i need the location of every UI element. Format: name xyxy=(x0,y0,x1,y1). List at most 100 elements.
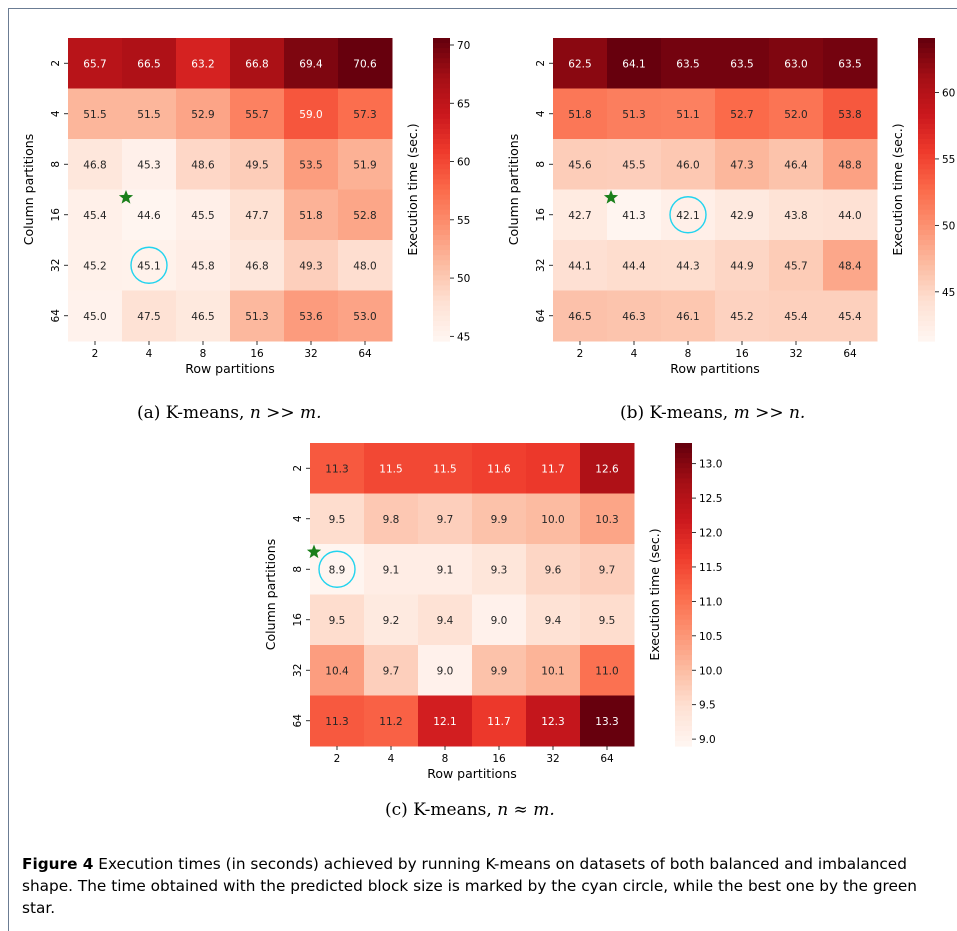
heatmap-cell xyxy=(338,38,393,89)
cell-value-label: 52.0 xyxy=(784,109,807,121)
colorbar-segment xyxy=(675,690,692,697)
colorbar-segment xyxy=(433,133,450,140)
cell-value-label: 44.6 xyxy=(137,210,161,222)
x-tick-label: 2 xyxy=(334,753,341,765)
colorbar-segment xyxy=(918,275,935,281)
colorbar-segment xyxy=(918,179,935,186)
colorbar-segment xyxy=(433,224,450,231)
colorbar-segment xyxy=(918,174,935,180)
heatmap-cell xyxy=(68,38,123,89)
colorbar-segment xyxy=(675,488,692,495)
cell-value-label: 45.6 xyxy=(568,159,592,171)
heatmap-cell xyxy=(176,189,231,241)
heatmap-cell xyxy=(418,645,473,696)
cell-value-label: 46.5 xyxy=(191,311,214,323)
y-tick-label: 32 xyxy=(50,259,62,272)
heatmap-cell xyxy=(472,443,527,494)
colorbar-segment xyxy=(675,584,692,591)
colorbar-segment xyxy=(433,300,450,307)
heatmap-cell xyxy=(769,189,824,241)
colorbar-segment xyxy=(918,83,935,90)
colorbar-segment xyxy=(433,255,450,261)
heatmap-cell xyxy=(364,443,419,494)
colorbar-segment xyxy=(433,83,450,90)
colorbar-segment xyxy=(433,48,450,54)
cell-value-label: 46.3 xyxy=(622,311,645,323)
colorbar-segment xyxy=(675,639,692,646)
colorbar-segment xyxy=(675,448,692,454)
cell-value-label: 9.6 xyxy=(545,564,562,576)
colorbar-segment xyxy=(433,270,450,276)
colorbar-segment xyxy=(918,270,935,276)
cell-value-label: 11.7 xyxy=(541,463,564,475)
heatmap-cell xyxy=(607,290,662,342)
cell-value-label: 63.5 xyxy=(676,58,699,70)
heatmap-cell xyxy=(364,493,419,545)
heatmap-cell xyxy=(284,88,339,140)
colorbar-segment xyxy=(918,108,935,115)
colorbar-segment xyxy=(918,159,935,165)
cell-value-label: 9.7 xyxy=(437,514,454,526)
x-tick-label: 2 xyxy=(92,348,99,360)
colorbar-segment xyxy=(433,250,450,256)
colorbar-segment xyxy=(675,665,692,671)
heatmap-cell xyxy=(284,240,339,291)
cell-value-label: 47.7 xyxy=(245,210,268,222)
cell-value-label: 45.1 xyxy=(137,260,160,272)
cell-value-label: 9.0 xyxy=(437,665,454,677)
colorbar-segment xyxy=(675,730,692,737)
colorbar-segment xyxy=(918,315,935,322)
colorbar-segment xyxy=(675,559,692,565)
colorbar-segment xyxy=(675,705,692,712)
cell-value-label: 45.2 xyxy=(83,260,106,272)
colorbar-segment xyxy=(675,700,692,707)
heatmap-cell xyxy=(553,240,608,291)
cell-value-label: 45.8 xyxy=(191,260,214,272)
cell-value-label: 44.3 xyxy=(676,260,699,272)
y-tick-label: 16 xyxy=(292,613,304,627)
heatmap-cell xyxy=(580,443,635,494)
colorbar-segment xyxy=(433,194,450,201)
cell-value-label: 8.9 xyxy=(329,564,346,576)
x-tick-label: 2 xyxy=(577,348,584,360)
heatmap-cell xyxy=(580,493,635,545)
cell-value-label: 9.5 xyxy=(599,615,616,627)
cell-value-label: 65.7 xyxy=(83,58,106,70)
heatmap-cell xyxy=(715,139,770,190)
heatmap-cell xyxy=(230,38,285,89)
colorbar-segment xyxy=(918,290,935,297)
cell-value-label: 9.7 xyxy=(383,665,400,677)
colorbar-segment xyxy=(918,68,935,74)
colorbar-segment xyxy=(675,463,692,469)
cell-value-label: 70.6 xyxy=(353,58,377,70)
heatmap-cell xyxy=(68,139,123,190)
cell-value-label: 51.5 xyxy=(137,109,160,121)
colorbar-segment xyxy=(675,473,692,479)
colorbar-segment xyxy=(675,538,692,545)
cell-value-label: 53.0 xyxy=(353,311,376,323)
colorbar-tick-label: 12.5 xyxy=(699,493,722,505)
y-tick-label: 2 xyxy=(50,60,62,67)
cell-value-label: 43.8 xyxy=(784,210,807,222)
heatmap-cell xyxy=(607,38,662,89)
colorbar-segment xyxy=(918,245,935,251)
cell-value-label: 9.1 xyxy=(383,564,400,576)
colorbar-segment xyxy=(918,194,935,201)
colorbar-segment xyxy=(675,735,692,742)
colorbar-segment xyxy=(675,544,692,550)
cell-value-label: 64.1 xyxy=(622,58,645,70)
colorbar-segment xyxy=(918,169,935,175)
colorbar-segment xyxy=(675,634,692,641)
colorbar-segment xyxy=(675,518,692,525)
heatmap-a: 65.7 66.5 63.2 66.8 69.4 70.6 51.5 51.5 52.9 55.7… xyxy=(21,38,470,376)
colorbar-segment xyxy=(918,113,935,120)
colorbar-segment xyxy=(675,609,692,616)
cell-value-label: 42.1 xyxy=(676,210,699,222)
colorbar-segment xyxy=(918,265,935,271)
colorbar-segment xyxy=(433,260,450,266)
cell-value-label: 46.4 xyxy=(784,159,808,171)
heatmap-cell xyxy=(607,88,662,140)
colorbar-segment xyxy=(675,579,692,585)
subcaption-b-math: m >> n. xyxy=(733,403,806,423)
x-tick-label: 32 xyxy=(789,348,802,360)
